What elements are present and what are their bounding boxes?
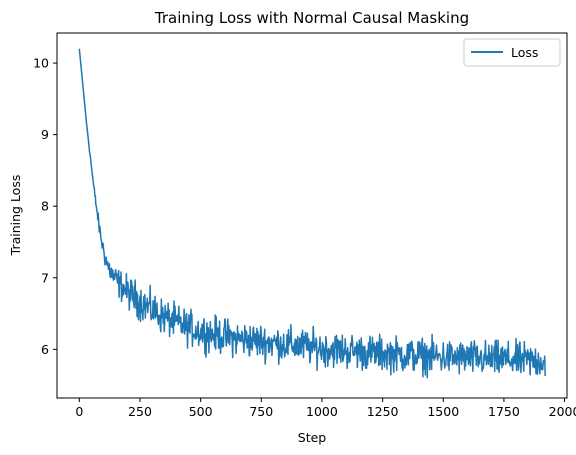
plot-area: 0 250 500 750 1000 1250 1500 1750 2000 6 7 8 9 10 [33,32,576,419]
x-tick-label: 1250 [367,404,399,419]
x-tick-label: 1750 [488,404,520,419]
legend: Loss [463,38,561,67]
y-axis-label: Training Loss [8,175,23,257]
y-tick-label: 9 [41,127,49,142]
plot-frame [56,32,568,399]
series-layer [78,48,546,379]
x-tick-label: 750 [249,404,273,419]
loss-series-line [78,48,546,379]
y-axis-ticks: 6 7 8 9 10 [33,56,57,357]
x-axis-ticks: 0 250 500 750 1000 1250 1500 1750 2000 [75,398,576,419]
legend-label: Loss [511,45,538,60]
chart-title: Training Loss with Normal Causal Masking [154,9,469,27]
x-tick-label: 0 [75,404,83,419]
y-tick-label: 10 [33,56,49,71]
y-tick-label: 6 [41,342,49,357]
x-tick-label: 500 [189,404,213,419]
legend-box [463,38,561,67]
x-tick-label: 2000 [549,404,576,419]
x-axis-label: Step [298,430,327,445]
x-tick-label: 1000 [306,404,338,419]
y-tick-label: 7 [41,270,49,285]
y-tick-label: 8 [41,199,49,214]
x-tick-label: 250 [128,404,152,419]
x-tick-label: 1500 [427,404,459,419]
